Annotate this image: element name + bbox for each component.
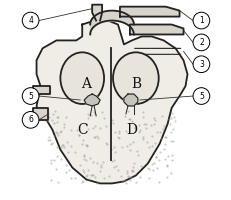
Circle shape (192, 12, 209, 29)
Ellipse shape (112, 52, 158, 104)
Text: 5: 5 (198, 92, 203, 101)
Polygon shape (36, 21, 187, 183)
Text: 6: 6 (28, 115, 33, 124)
Circle shape (22, 88, 39, 104)
Polygon shape (92, 5, 102, 21)
Text: B: B (130, 77, 140, 91)
Text: C: C (77, 123, 87, 137)
Polygon shape (123, 94, 137, 106)
Polygon shape (32, 86, 50, 94)
Polygon shape (119, 7, 179, 17)
Polygon shape (84, 94, 100, 106)
Polygon shape (129, 25, 183, 34)
Text: 5: 5 (28, 92, 33, 101)
Text: 2: 2 (198, 38, 203, 47)
Text: A: A (81, 77, 91, 91)
Polygon shape (32, 108, 48, 120)
Circle shape (192, 56, 209, 73)
Text: 4: 4 (28, 16, 33, 25)
Text: 1: 1 (198, 16, 203, 25)
Circle shape (22, 12, 39, 29)
Circle shape (22, 112, 39, 128)
Text: 3: 3 (198, 60, 203, 69)
Circle shape (192, 88, 209, 104)
Text: D: D (126, 123, 137, 137)
Ellipse shape (60, 52, 104, 104)
Circle shape (192, 34, 209, 51)
